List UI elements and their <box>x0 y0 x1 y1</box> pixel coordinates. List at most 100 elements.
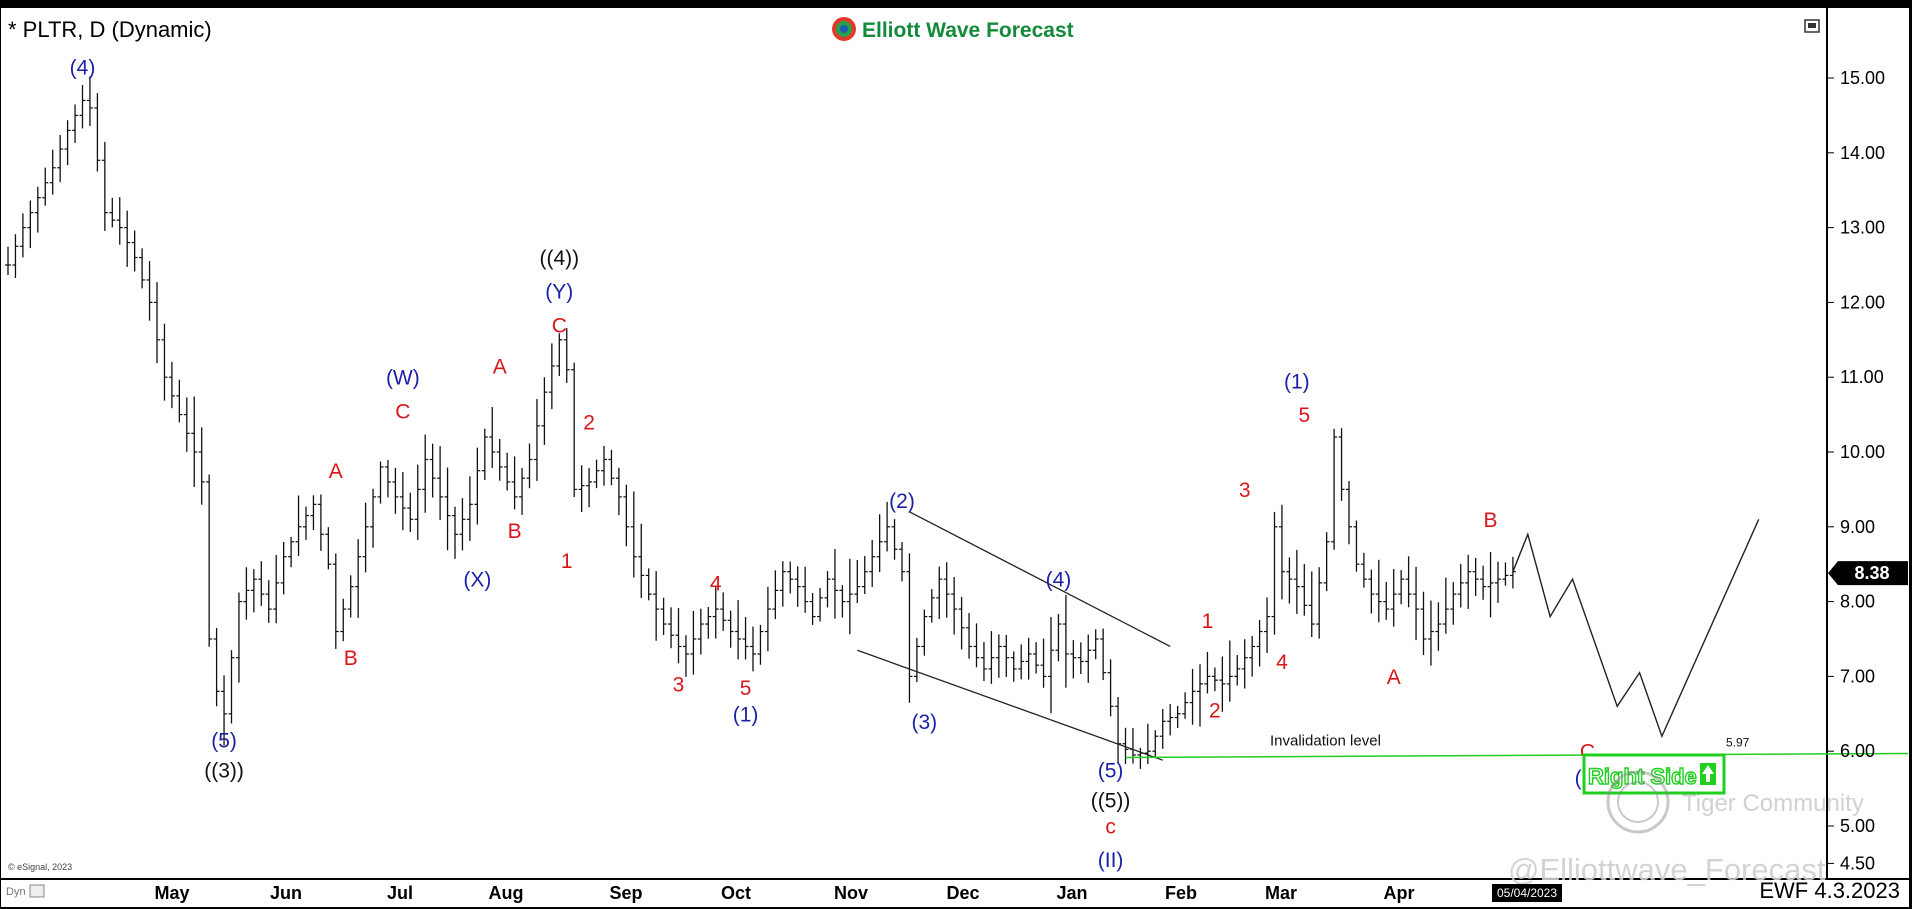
invalidation-value: 5.97 <box>1726 735 1750 749</box>
invalidation-line <box>1125 752 1908 759</box>
price-bar <box>1055 614 1062 662</box>
dyn-tag[interactable]: Dyn <box>6 884 45 898</box>
version-stamp: EWF 4.3.2023 <box>1759 878 1900 903</box>
price-bar <box>176 379 183 423</box>
wave-label: B <box>1484 509 1498 532</box>
price-bar <box>1234 654 1241 686</box>
price-bar <box>79 85 86 129</box>
price-bar <box>1316 567 1323 639</box>
restore-window-icon[interactable] <box>1804 19 1820 33</box>
price-bar <box>1353 520 1360 572</box>
y-tick-label: 8.00 <box>1840 592 1875 612</box>
svg-text:Dyn: Dyn <box>6 886 26 898</box>
price-bar <box>146 261 153 321</box>
price-bar <box>831 548 838 619</box>
price-bar <box>1107 659 1114 717</box>
plot-area[interactable] <box>1 8 1826 878</box>
price-bar <box>578 465 585 512</box>
price-bar <box>1010 651 1017 682</box>
price-bar <box>384 460 391 498</box>
price-bar <box>1003 634 1010 677</box>
time-axis[interactable] <box>1 880 1909 907</box>
price-bar <box>1100 628 1107 681</box>
y-tick-label: 7.00 <box>1840 666 1875 686</box>
price-bar <box>750 626 756 672</box>
price-bar <box>213 628 220 707</box>
price-bar <box>690 610 697 675</box>
price-bar <box>1167 704 1174 736</box>
price-bar <box>1211 667 1218 692</box>
price-bar <box>1197 664 1203 727</box>
price-bar <box>1472 557 1479 596</box>
price-bar <box>794 566 801 607</box>
price-bar <box>1018 644 1025 680</box>
price-bar <box>958 596 965 650</box>
price-bar <box>1062 594 1069 688</box>
wave-label: 3 <box>1239 479 1251 502</box>
price-bar <box>615 467 622 516</box>
price-bar <box>12 234 19 278</box>
price-bar <box>980 641 987 682</box>
y-tick-label: 15.00 <box>1840 68 1885 88</box>
price-bar <box>362 502 369 573</box>
month-label: Oct <box>721 883 751 903</box>
y-tick-label: 5.00 <box>1840 816 1875 836</box>
month-label: Apr <box>1384 883 1415 903</box>
wave-label: 5 <box>740 677 752 700</box>
price-bar <box>1427 600 1434 666</box>
wave-label: (1) <box>1284 370 1310 393</box>
y-tick-label: 12.00 <box>1840 292 1885 312</box>
wave-label: 5 <box>1298 404 1310 427</box>
price-bar <box>1480 565 1487 600</box>
price-bar <box>973 623 980 668</box>
price-bar <box>221 675 228 746</box>
price-bar <box>1502 562 1509 586</box>
price-bar <box>295 495 302 556</box>
projection-path <box>1512 519 1760 739</box>
price-bar <box>1383 581 1390 620</box>
y-tick-label: 9.00 <box>1840 517 1875 537</box>
price-bar <box>1420 591 1427 655</box>
y-tick-label: 11.00 <box>1840 367 1884 387</box>
price-bar <box>541 377 548 445</box>
wave-label: ((4)) <box>539 247 579 270</box>
price-bar <box>265 580 272 623</box>
dyn-icon <box>29 884 45 898</box>
price-bar <box>459 498 466 551</box>
price-bars <box>5 76 1516 769</box>
price-bar <box>988 631 995 684</box>
wave-label: 3 <box>673 673 685 696</box>
price-bar <box>5 246 11 276</box>
price-bar <box>317 494 324 551</box>
price-bar <box>1457 563 1464 608</box>
wave-label: A <box>493 355 507 378</box>
price-bar <box>489 407 496 469</box>
price-bar <box>653 571 660 641</box>
price-bar <box>407 492 414 533</box>
date-box <box>1492 884 1562 902</box>
price-bar <box>966 613 973 659</box>
right-side-text: Right Side <box>1588 764 1697 789</box>
price-bar <box>206 474 213 647</box>
wave-label: (W) <box>386 367 420 390</box>
month-label: Sep <box>609 883 642 903</box>
price-bar <box>258 561 265 606</box>
price-bar <box>452 506 458 559</box>
price-bar <box>802 566 809 613</box>
price-bar <box>556 333 563 377</box>
price-bar <box>548 343 555 410</box>
price-bar <box>660 597 667 635</box>
price-bar <box>139 248 146 289</box>
price-axis[interactable] <box>1828 8 1909 878</box>
price-bar <box>697 608 704 655</box>
price-bar <box>1293 549 1300 614</box>
price-bar <box>586 468 593 508</box>
price-bar <box>608 449 615 486</box>
tiger-logo-icon <box>1606 770 1670 834</box>
price-bar <box>228 650 235 724</box>
price-bar <box>1398 570 1405 605</box>
price-bar <box>682 635 689 677</box>
wave-label: A <box>329 460 343 483</box>
price-bar <box>1189 668 1196 725</box>
